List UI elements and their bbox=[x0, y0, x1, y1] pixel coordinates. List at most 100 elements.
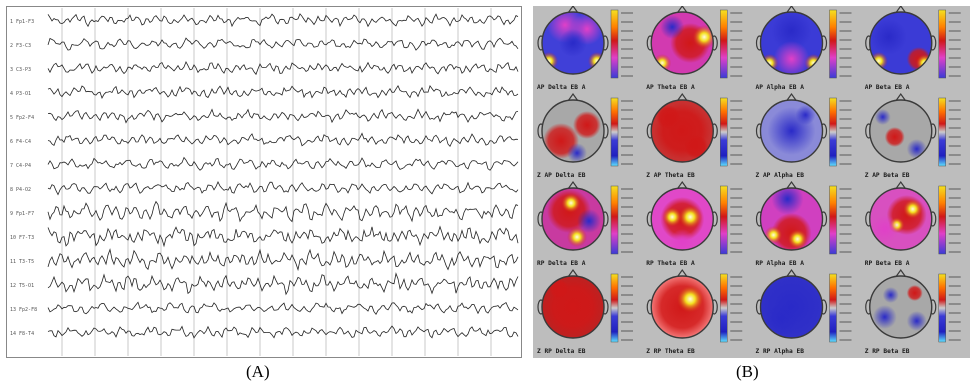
eeg-trace bbox=[47, 37, 519, 51]
topomap-activity-blob bbox=[559, 29, 587, 57]
head-nose bbox=[676, 4, 688, 14]
colorbar bbox=[610, 273, 619, 343]
eeg-trace bbox=[47, 225, 519, 248]
head-outline bbox=[869, 11, 933, 75]
topomap-activity-blob bbox=[771, 12, 812, 51]
topomap-cell: RP Delta EB A bbox=[537, 180, 633, 267]
topomap-cell: Z RP Beta EB bbox=[865, 268, 961, 355]
topomap-cell: Z AP Theta EB bbox=[646, 92, 743, 179]
topomap-activity-blob bbox=[906, 139, 927, 159]
eeg-traces-panel: 1 Fp1-F3 2 F3-C3 3 C3-P3 4 P3-O1 5 Fp2-F4 6 F… bbox=[6, 6, 525, 358]
topomap-activity-blob bbox=[884, 127, 905, 147]
eeg-trace bbox=[47, 132, 519, 148]
topomap-activity-blob bbox=[795, 105, 816, 125]
topomap-activity-blob bbox=[542, 52, 558, 70]
topomap-activity-blob bbox=[872, 305, 897, 329]
topomap-label: RP Theta EB A bbox=[646, 260, 695, 267]
eeg-trace bbox=[47, 108, 519, 124]
head-outline bbox=[759, 11, 824, 75]
colorbar bbox=[610, 9, 619, 79]
eeg-channel-label: 7 C4-P4 bbox=[10, 163, 31, 169]
eeg-channel-label: 5 Fp2-F4 bbox=[10, 115, 34, 121]
colorbar bbox=[829, 9, 837, 79]
topomap-label: AP Beta EB A bbox=[865, 84, 910, 91]
topomap-cell: AP Theta EB A bbox=[646, 4, 743, 91]
eeg-trace bbox=[47, 181, 519, 196]
head-outline bbox=[759, 187, 824, 251]
topomap-activity-blob bbox=[902, 199, 923, 219]
topomap-cell: Z AP Alpha EB bbox=[756, 92, 852, 179]
topomap-cell: AP Alpha EB A bbox=[756, 4, 852, 91]
topomap-activity-blob bbox=[561, 193, 581, 213]
eeg-channel-label: 2 F3-C3 bbox=[10, 43, 31, 49]
eeg-channel-label: 12 T5-O1 bbox=[10, 283, 34, 289]
head-nose bbox=[567, 92, 579, 102]
topomap-activity-blob bbox=[567, 143, 587, 162]
eeg-channel-label: 1 Fp1-F3 bbox=[10, 19, 34, 25]
topomap-activity-blob bbox=[588, 52, 604, 70]
eeg-channel-label: 8 P4-O2 bbox=[10, 187, 31, 193]
head-nose bbox=[895, 268, 907, 278]
colorbar bbox=[938, 97, 946, 167]
head-outline bbox=[650, 11, 714, 75]
topomap-activity-blob bbox=[670, 229, 695, 250]
topomap-activity-blob bbox=[577, 209, 601, 233]
topomap-activity-blob bbox=[567, 227, 587, 247]
topomap-label: AP Alpha EB A bbox=[756, 84, 805, 91]
head-nose bbox=[567, 268, 579, 278]
topomap-activity-blob bbox=[684, 135, 709, 159]
topomap-label: Z AP Alpha EB bbox=[756, 172, 805, 179]
head-nose bbox=[676, 180, 688, 190]
head-outline bbox=[869, 187, 933, 251]
topomap-cell: Z RP Theta EB bbox=[646, 268, 743, 355]
head-nose bbox=[786, 4, 797, 14]
topomap-activity-blob bbox=[764, 226, 783, 244]
topomap-cell: Z AP Beta EB bbox=[865, 92, 961, 179]
topomap-label: RP Alpha EB A bbox=[756, 260, 805, 267]
colorbar bbox=[829, 273, 837, 343]
eeg-channel-label: 3 C3-P3 bbox=[10, 67, 31, 73]
topomap-cell: Z AP Delta EB bbox=[537, 92, 633, 179]
caption-a: (A) bbox=[246, 362, 270, 381]
topomap-cell: Z RP Alpha EB bbox=[756, 268, 852, 355]
topomap-label: RP Delta EB A bbox=[537, 260, 586, 267]
topomap-label: AP Theta EB A bbox=[646, 84, 695, 91]
topomap-cell: AP Delta EB A bbox=[537, 4, 633, 91]
eeg-trace bbox=[47, 156, 519, 171]
colorbar bbox=[829, 185, 837, 255]
topomap-activity-blob bbox=[906, 311, 927, 331]
qeeg-topographic-maps-panel: AP Delta EB A AP Theta EB A AP Alpha EB A A… bbox=[533, 4, 970, 358]
topomap-activity-blob bbox=[906, 285, 923, 301]
topomap-label: Z RP Beta EB bbox=[865, 348, 910, 355]
head-outline bbox=[869, 99, 933, 163]
topomap-label: Z AP Theta EB bbox=[646, 172, 695, 179]
topomap-activity-blob bbox=[678, 205, 703, 229]
eeg-channel-label: 11 T3-T5 bbox=[10, 259, 34, 265]
topomap-label: Z RP Theta EB bbox=[646, 348, 695, 355]
head-nose bbox=[567, 4, 579, 14]
head-outline bbox=[650, 187, 714, 251]
topomap-activity-blob bbox=[773, 41, 810, 74]
topomap-activity-blob bbox=[656, 105, 681, 129]
eeg-channel-label: 9 Fp1-F7 bbox=[10, 211, 34, 217]
topomap-activity-blob bbox=[870, 19, 907, 55]
eeg-channel-label: 14 F8-T4 bbox=[10, 331, 34, 337]
head-nose bbox=[895, 180, 907, 190]
colorbar bbox=[720, 273, 728, 343]
topomap-cell: RP Theta EB A bbox=[646, 180, 743, 267]
colorbar bbox=[938, 185, 946, 255]
head-outline bbox=[869, 275, 933, 339]
topomap-label: AP Delta EB A bbox=[537, 84, 586, 91]
eeg-trace bbox=[47, 248, 519, 272]
eeg-channel-label: 6 F4-C4 bbox=[10, 139, 31, 145]
topomap-label: Z RP Alpha EB bbox=[756, 348, 805, 355]
topomap-activity-blob bbox=[676, 285, 705, 313]
colorbar bbox=[720, 97, 728, 167]
eeg-trace bbox=[47, 200, 519, 223]
topomap-label: Z AP Beta EB bbox=[865, 172, 910, 179]
eeg-traces: 1 Fp1-F3 2 F3-C3 3 C3-P3 4 P3-O1 5 Fp2-F4 6 F… bbox=[6, 6, 525, 358]
eeg-channel-label: 10 F7-T3 bbox=[10, 235, 34, 241]
topomap-activity-blob bbox=[787, 229, 808, 249]
head-outline bbox=[759, 99, 824, 163]
topomap-cell: AP Beta EB A bbox=[865, 4, 961, 91]
